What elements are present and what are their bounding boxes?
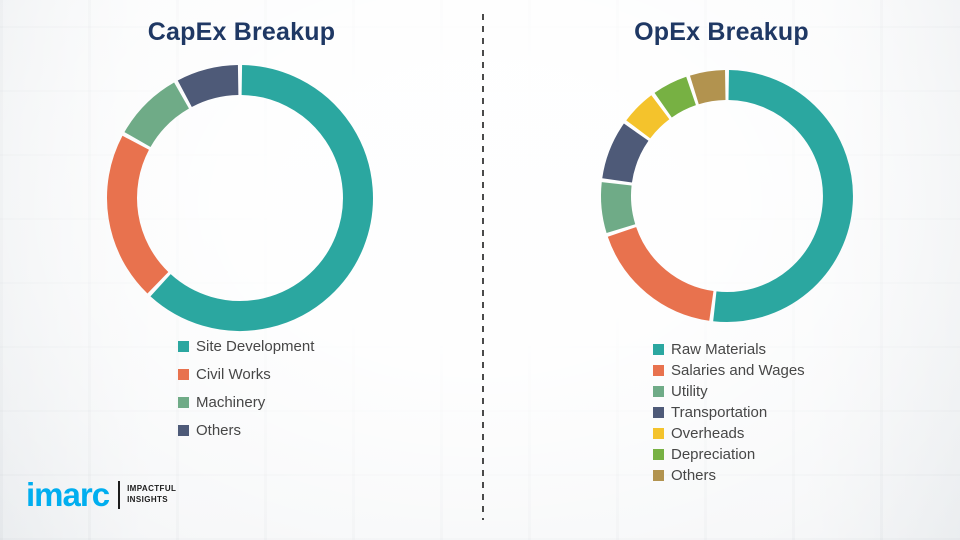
donut-segment-site-development [150,65,373,331]
legend-swatch [178,397,189,408]
legend-item-depreciation: Depreciation [653,446,805,463]
logo-divider-bar [118,480,121,509]
imarc-tagline-line1: IMPACTFUL [127,483,177,493]
legend-item-utility: Utility [653,383,805,400]
donut-segment-others [689,70,726,105]
capex-legend: Site Development Civil Works Machinery Othe… [178,338,314,450]
legend-label: Utility [671,383,708,400]
legend-label: Raw Materials [671,341,767,358]
legend-item-overheads: Overheads [653,425,805,442]
legend-swatch [178,425,189,436]
opex-title: OpEx Breakup [634,18,809,46]
legend-item-site-development: Site Development [178,338,314,355]
imarc-logo-text: imarc [26,476,110,513]
imarc-logo: imarc IMPACTFUL INSIGHTS [26,478,176,511]
donut-segment-utility [601,182,636,234]
legend-label: Site Development [196,338,315,355]
donut-segment-machinery [124,82,190,148]
legend-item-salaries-and-wages: Salaries and Wages [653,362,805,379]
donut-segment-civil-works [107,135,169,294]
legend-label: Others [196,422,242,439]
vertical-dashed-divider [482,14,484,520]
legend-label: Overheads [671,425,745,442]
legend-swatch [653,470,664,481]
opex-donut-chart [601,70,853,322]
legend-swatch [653,428,664,439]
legend-swatch [653,365,664,376]
donut-segment-overheads [626,95,670,139]
legend-item-raw-materials: Raw Materials [653,341,805,358]
legend-item-transportation: Transportation [653,404,805,421]
opex-panel: OpEx Breakup Raw Materials Salaries and W… [483,0,960,540]
capex-donut-chart [107,65,373,331]
legend-swatch [653,407,664,418]
donut-segment-depreciation [654,76,697,118]
legend-label: Depreciation [671,446,756,463]
legend-swatch [653,449,664,460]
donut-segment-raw-materials [713,70,853,322]
legend-item-civil-works: Civil Works [178,366,314,383]
legend-label: Others [671,467,717,484]
legend-label: Salaries and Wages [671,362,805,379]
legend-label: Transportation [671,404,768,421]
legend-item-others: Others [178,422,314,439]
capex-title: CapEx Breakup [147,18,336,46]
legend-item-others: Others [653,467,805,484]
capex-panel: CapEx Breakup Site Development Civil Work… [107,18,373,450]
legend-swatch [653,344,664,355]
donut-segment-salaries-and-wages [607,226,714,321]
imarc-tagline: IMPACTFUL INSIGHTS [127,484,176,506]
legend-swatch [178,341,189,352]
opex-legend: Raw Materials Salaries and Wages Utility Tr… [653,341,805,488]
imarc-tagline-line2: INSIGHTS [127,494,169,504]
legend-label: Machinery [196,394,266,411]
donut-segment-others [177,65,239,108]
legend-swatch [178,369,189,380]
donut-segment-transportation [602,123,649,184]
legend-label: Civil Works [196,366,271,383]
legend-swatch [653,386,664,397]
legend-item-machinery: Machinery [178,394,314,411]
